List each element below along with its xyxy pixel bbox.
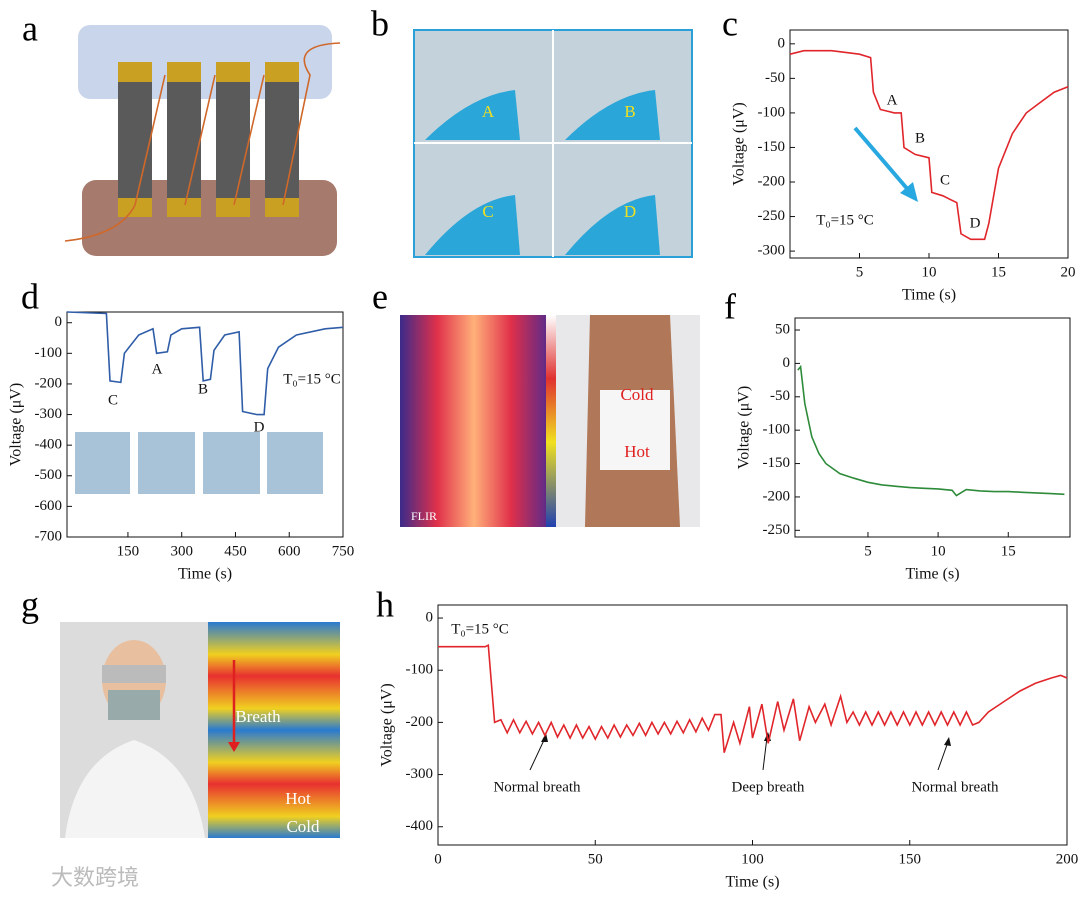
x-axis-label: Time (s) (902, 287, 956, 304)
data-line (438, 643, 1068, 753)
y-tick-label: -200 (763, 488, 791, 504)
y-tick-label: -50 (765, 70, 785, 86)
photo-label: B (624, 102, 635, 121)
y-tick-label: -200 (758, 173, 786, 189)
photo-label: Cold (620, 385, 654, 404)
watermark: 大数跨境 (51, 865, 139, 890)
annotation: T₀=15 °C (816, 212, 874, 228)
panel-label: a (22, 8, 38, 48)
photo-label: Cold (286, 817, 320, 836)
panel-label: h (376, 584, 394, 624)
panel-label: e (372, 276, 388, 316)
x-tick-label: 50 (588, 851, 603, 867)
data-line (789, 49, 1069, 241)
y-tick-label: -150 (763, 455, 791, 471)
y-tick-label: -400 (406, 818, 434, 834)
photo-label: Hot (624, 442, 650, 461)
photo-label: FLIR (411, 509, 437, 523)
annotation: A (152, 361, 163, 377)
x-axis-label: Time (s) (178, 566, 232, 583)
photo-label: A (482, 102, 495, 121)
y-tick-label: 0 (426, 609, 434, 625)
annotation: D (970, 215, 981, 231)
panel-label: g (21, 584, 39, 624)
x-tick-label: 15 (1001, 543, 1016, 559)
photo-label: D (624, 202, 636, 221)
x-tick-label: 100 (741, 851, 764, 867)
annotation: Normal breath (493, 779, 581, 795)
y-tick-label: -500 (35, 467, 63, 483)
annotation: Normal breath (911, 779, 999, 795)
annotation: T₀=15 °C (451, 621, 509, 637)
y-axis-label: Voltage (μV) (736, 386, 753, 469)
photo-label: Hot (285, 789, 311, 808)
y-tick-label: -200 (406, 714, 434, 730)
annotation: C (940, 172, 950, 188)
photo-label: Breath (235, 707, 281, 726)
y-tick-label: -100 (758, 104, 786, 120)
y-tick-label: -300 (35, 406, 63, 422)
x-tick-label: 20 (1061, 264, 1076, 280)
annotation: C (108, 392, 118, 408)
y-tick-label: -700 (35, 528, 63, 544)
y-tick-label: -100 (763, 422, 791, 438)
panel-label: b (371, 3, 389, 43)
x-tick-label: 300 (170, 543, 193, 559)
annotation: B (198, 381, 208, 397)
annotation: Deep breath (732, 779, 805, 795)
y-axis-label: Voltage (μV) (8, 383, 25, 466)
data-line (797, 364, 1065, 497)
x-tick-label: 5 (864, 543, 872, 559)
x-tick-label: 150 (899, 851, 922, 867)
y-tick-label: 0 (778, 35, 786, 51)
y-tick-label: -150 (758, 139, 786, 155)
annotation: D (254, 419, 265, 435)
plot-frame (794, 317, 1071, 538)
x-tick-label: 5 (856, 264, 864, 280)
x-tick-label: 200 (1056, 851, 1079, 867)
x-tick-label: 10 (922, 264, 937, 280)
annotation: A (887, 92, 898, 108)
y-tick-label: -100 (406, 662, 434, 678)
x-axis-label: Time (s) (905, 566, 959, 583)
panel-label: f (724, 286, 736, 326)
x-tick-label: 150 (117, 543, 140, 559)
y-tick-label: 0 (783, 355, 791, 371)
y-tick-label: -300 (406, 766, 434, 782)
plot-frame (66, 311, 344, 538)
y-tick-label: -250 (758, 208, 786, 224)
y-tick-label: 50 (775, 321, 790, 337)
x-tick-label: 750 (332, 543, 355, 559)
x-axis-label: Time (s) (725, 874, 779, 891)
panel-a-drawing (64, 25, 341, 256)
annotation: B (915, 130, 925, 146)
x-tick-label: 10 (931, 543, 946, 559)
panel-b-photos (413, 29, 693, 258)
y-tick-label: -100 (35, 345, 63, 361)
x-tick-label: 15 (991, 264, 1006, 280)
y-tick-label: -200 (35, 375, 63, 391)
x-tick-label: 600 (278, 543, 301, 559)
panel-label: c (722, 3, 738, 43)
y-axis-label: Voltage (μV) (379, 683, 396, 766)
panel-label: d (21, 276, 39, 316)
panel-g-photos (60, 622, 340, 838)
y-tick-label: -400 (35, 437, 63, 453)
y-tick-label: -300 (758, 243, 786, 259)
y-tick-label: -50 (770, 388, 790, 404)
x-tick-label: 0 (434, 851, 442, 867)
y-tick-label: -250 (763, 522, 791, 538)
panel-d-insets (75, 432, 323, 494)
panel-e-photos (400, 315, 700, 527)
y-tick-label: 0 (55, 314, 63, 330)
y-tick-label: -600 (35, 498, 63, 514)
photo-label: C (482, 202, 493, 221)
annotation: T₀=15 °C (283, 371, 341, 387)
y-axis-label: Voltage (μV) (731, 102, 748, 185)
data-line (66, 311, 344, 416)
x-tick-label: 450 (224, 543, 247, 559)
